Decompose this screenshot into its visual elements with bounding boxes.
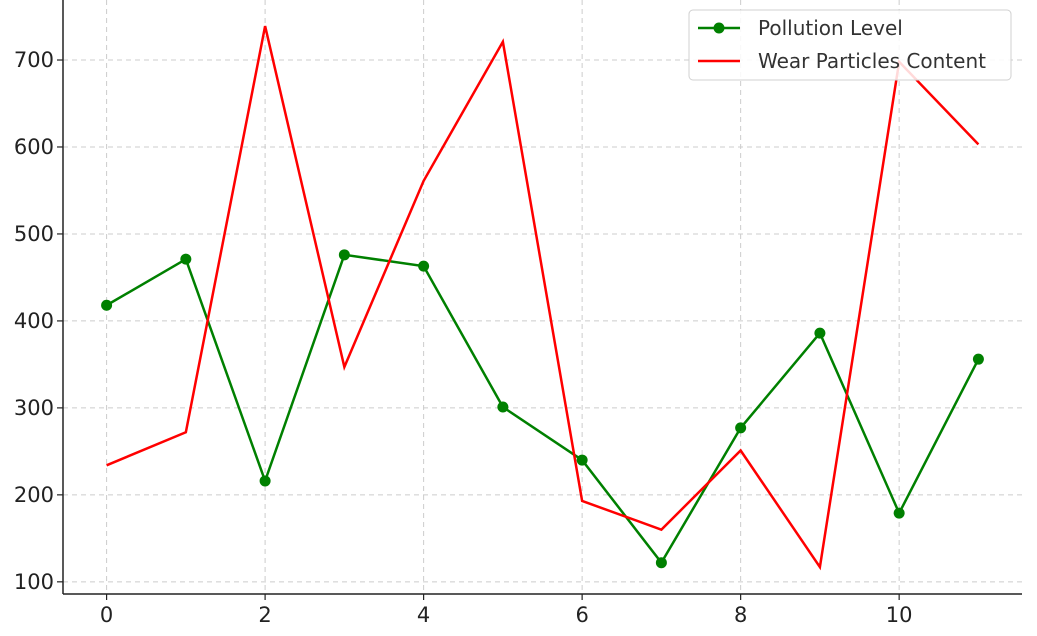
legend-marker bbox=[713, 22, 725, 34]
x-tick-label: 4 bbox=[417, 603, 430, 627]
x-tick-label: 6 bbox=[575, 603, 588, 627]
legend-label: Pollution Level bbox=[758, 16, 903, 40]
data-point bbox=[259, 475, 271, 487]
x-tick-label: 2 bbox=[258, 603, 271, 627]
axes: 0 2 4 6 8 10 100 200 300 400 500 600 700 bbox=[14, 0, 1022, 627]
legend-label: Wear Particles Content bbox=[758, 49, 986, 73]
data-point bbox=[338, 249, 350, 261]
y-tick-label: 200 bbox=[14, 483, 54, 507]
legend: Pollution Level Wear Particles Content bbox=[688, 9, 1012, 81]
data-point bbox=[814, 327, 826, 339]
series-layer bbox=[101, 25, 984, 571]
series-line-1 bbox=[106, 25, 980, 571]
y-tick-label: 400 bbox=[14, 309, 54, 333]
x-tick-label: 10 bbox=[886, 603, 913, 627]
x-tick-label: 8 bbox=[734, 603, 747, 627]
y-tick-label: 600 bbox=[14, 135, 54, 159]
series-line-0 bbox=[105, 253, 980, 565]
data-point bbox=[497, 401, 509, 413]
y-tick-label: 500 bbox=[14, 222, 54, 246]
data-point bbox=[101, 299, 113, 311]
data-point bbox=[180, 253, 192, 265]
data-point bbox=[735, 422, 747, 434]
data-point bbox=[418, 260, 430, 272]
grid bbox=[63, 0, 1022, 594]
data-point bbox=[576, 454, 588, 466]
data-point bbox=[972, 353, 984, 365]
data-point bbox=[655, 557, 667, 569]
y-tick-label: 300 bbox=[14, 396, 54, 420]
y-tick-label: 100 bbox=[14, 570, 54, 594]
legend-box bbox=[688, 9, 1012, 81]
y-tick-label: 700 bbox=[14, 48, 54, 72]
x-tick-label: 0 bbox=[100, 603, 113, 627]
data-point bbox=[893, 507, 905, 519]
